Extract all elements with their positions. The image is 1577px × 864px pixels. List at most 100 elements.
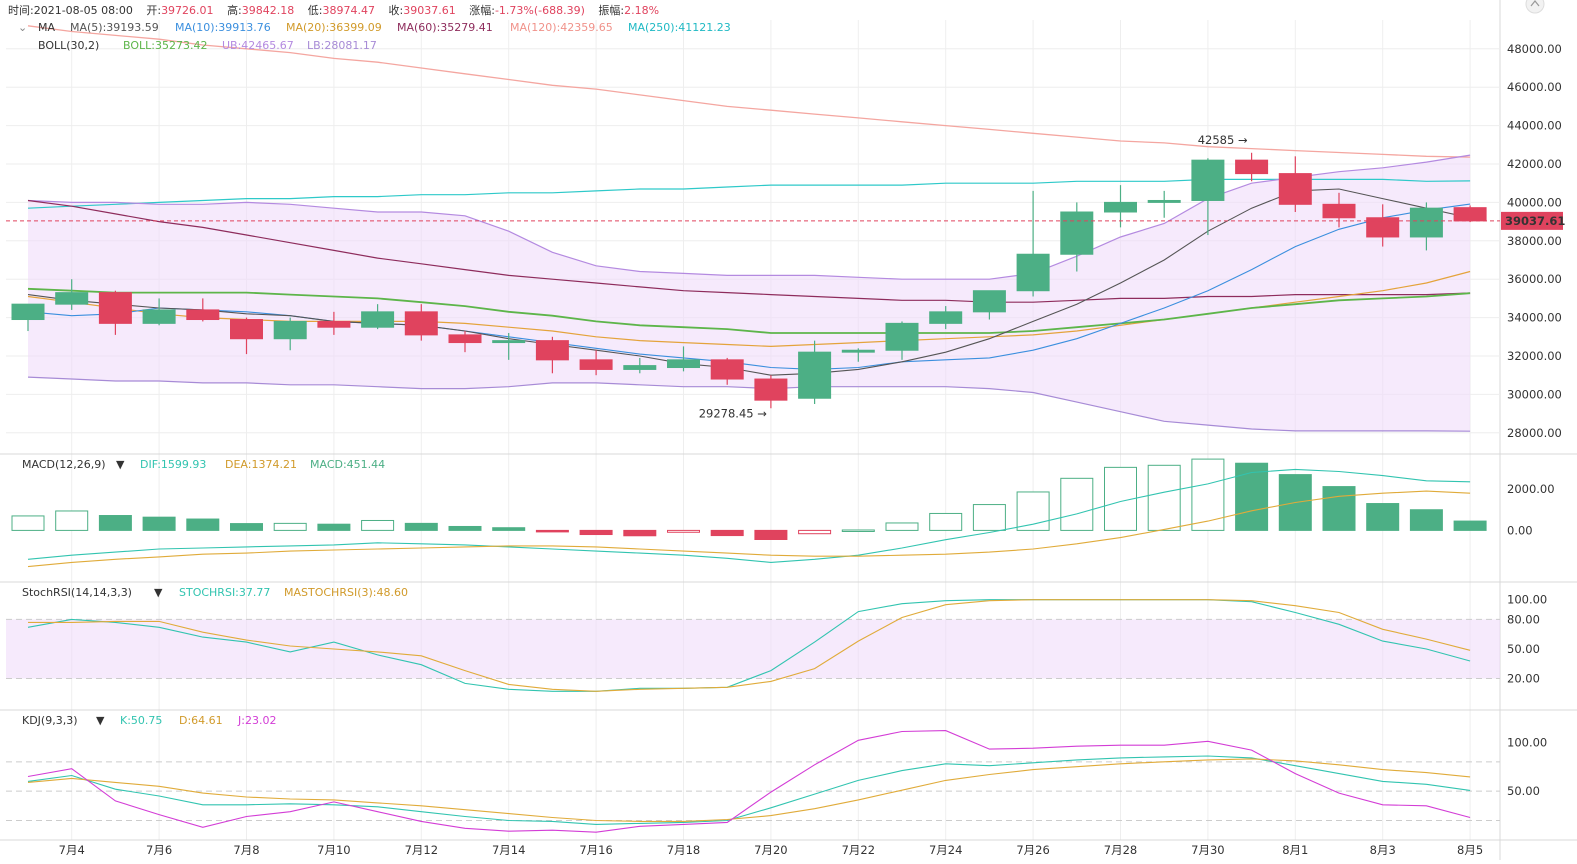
- x-tick-label: 7月18: [667, 843, 700, 857]
- ma250-line: [27, 178, 1471, 209]
- macd-bar: [186, 518, 220, 531]
- macd-bar: [1322, 486, 1356, 531]
- stochrsi-dropdown-icon[interactable]: ▼: [154, 586, 163, 599]
- mastochrsi-line: [28, 599, 1471, 692]
- x-tick-label: 7月26: [1016, 843, 1049, 857]
- kdj-j-line: [27, 730, 1471, 833]
- macd-bar: [317, 523, 351, 531]
- ma5-line: [27, 188, 1471, 376]
- x-tick-label: 8月1: [1282, 843, 1308, 857]
- candle-body: [667, 359, 700, 369]
- candle-body: [142, 309, 176, 324]
- candle-body: [404, 311, 438, 336]
- candle-body: [230, 319, 263, 340]
- price-tick-label: 44000.00: [1507, 119, 1562, 133]
- price-tick-label: 34000.00: [1507, 311, 1562, 325]
- macd-bar: [448, 525, 482, 531]
- macd-bar: [754, 529, 788, 540]
- macd-dropdown-icon[interactable]: ▼: [116, 458, 125, 471]
- macd-bar: [667, 529, 700, 533]
- stochrsi-panel: [6, 599, 1500, 692]
- macd-bar: [492, 527, 526, 531]
- kdj-panel: [6, 730, 1500, 833]
- x-tick-label: 7月28: [1104, 843, 1137, 857]
- stochrsi-legend[interactable]: StochRSI(14,14,3,3) STOCHRSI:37.77 MASTO…: [22, 586, 408, 599]
- high-annotation: 42585 →: [1198, 133, 1248, 147]
- macd-panel: [11, 458, 1487, 568]
- candle-body: [1322, 203, 1356, 219]
- candle-body: [55, 292, 89, 305]
- macd-tick-label: 0.00: [1507, 523, 1533, 537]
- macd-bar: [929, 512, 963, 531]
- axes-layer: 7月4 7月6 7月8 7月10 7月12 7月14 7月16 7月18 7月20 7月22 7月2…: [59, 42, 1566, 857]
- candle-body: [361, 311, 395, 328]
- candle-body: [317, 320, 351, 328]
- candle-body: [754, 378, 788, 401]
- macd-tick-label: 2000.00: [1507, 482, 1555, 496]
- ma10-line: [27, 203, 1471, 370]
- candle-body: [273, 320, 307, 340]
- current-price-badge: [1501, 211, 1563, 230]
- macd-bar: [972, 504, 1006, 531]
- kdj-tick-label: 50.00: [1507, 784, 1540, 798]
- candle-body: [186, 309, 220, 321]
- x-tick-label: 7月4: [59, 843, 85, 857]
- candle-body: [885, 322, 919, 351]
- candle-body: [710, 359, 744, 380]
- low-annotation: 29278.45 →: [699, 406, 768, 420]
- kdj-tick-label: 100.00: [1507, 735, 1547, 749]
- stoch-tick-label: 20.00: [1507, 671, 1540, 685]
- x-tick-label: 7月24: [929, 843, 962, 857]
- macd-bar: [1147, 464, 1181, 531]
- price-tick-label: 36000.00: [1507, 272, 1562, 286]
- candle-body: [929, 311, 963, 324]
- candle-body: [448, 334, 482, 344]
- candle-body: [1016, 253, 1050, 292]
- macd-bar: [623, 529, 657, 537]
- boll-legend[interactable]: BOLL(30,2) BOLL:35273.42 UB:42465.67 LB:…: [38, 39, 377, 52]
- candle-body: [1453, 207, 1487, 222]
- macd-bar: [404, 522, 438, 531]
- macd-bar: [1453, 520, 1487, 531]
- x-tick-label: 8月3: [1370, 843, 1396, 857]
- candle-body: [1191, 159, 1225, 201]
- macd-bar: [1409, 509, 1443, 531]
- kdj-dropdown-icon[interactable]: ▼: [96, 714, 105, 727]
- stoch-tick-label: 50.00: [1507, 642, 1540, 656]
- stoch-band-fill: [6, 619, 1500, 679]
- x-tick-label: 7月8: [233, 843, 259, 857]
- kdj-legend[interactable]: KDJ(9,3,3) K:50.75 D:64.61 J:23.02: [22, 714, 276, 727]
- price-tick-label: 46000.00: [1507, 80, 1562, 94]
- macd-bar: [1191, 458, 1225, 531]
- macd-bar: [535, 529, 569, 533]
- boll-mid-line: [27, 287, 1471, 334]
- dea-line: [27, 490, 1471, 568]
- x-tick-label: 7月14: [492, 843, 525, 857]
- candle-body: [11, 303, 45, 321]
- macd-bar: [142, 516, 176, 531]
- macd-bar: [579, 529, 613, 536]
- candle-body: [1235, 159, 1269, 175]
- x-tick-label: 8月5: [1457, 843, 1483, 857]
- price-tick-label: 30000.00: [1507, 387, 1562, 401]
- macd-bar: [361, 519, 395, 531]
- macd-bar: [710, 529, 744, 537]
- macd-bar: [1366, 503, 1400, 531]
- macd-bar: [841, 529, 875, 532]
- price-tick-label: 48000.00: [1507, 42, 1562, 56]
- x-tick-label: 7月22: [842, 843, 875, 857]
- stoch-tick-label: 100.00: [1507, 593, 1547, 607]
- candle-body: [798, 351, 832, 399]
- x-tick-label: 7月20: [754, 843, 787, 857]
- candle-body: [98, 292, 132, 324]
- candle-body: [1278, 173, 1312, 205]
- ma-legend[interactable]: ⌄ MA MA(5):39193.59 MA(10):39913.76 MA(2…: [18, 21, 731, 34]
- scroll-up-icon[interactable]: [1525, 0, 1545, 14]
- price-tick-label: 32000.00: [1507, 349, 1562, 363]
- macd-legend[interactable]: MACD(12,26,9) DIF:1599.93 DEA:1374.21 MA…: [22, 458, 385, 471]
- candle-body: [1147, 199, 1181, 203]
- candle-body: [972, 290, 1006, 313]
- current-price-label: 39037.61: [1505, 214, 1565, 228]
